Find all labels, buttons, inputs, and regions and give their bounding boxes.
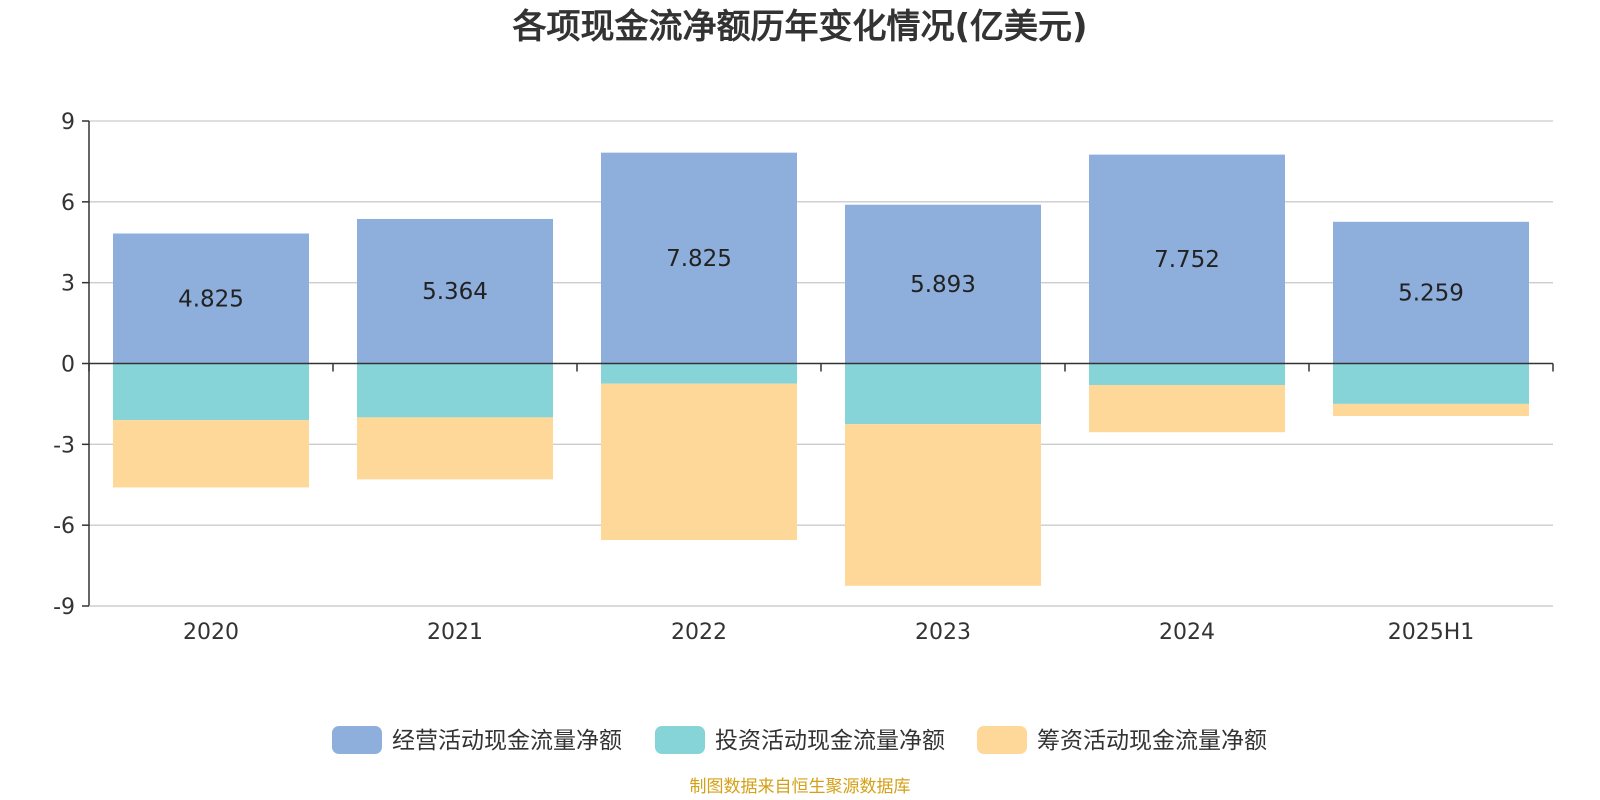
- bar-2021-series-0: [357, 218, 553, 364]
- x-tick-label: 2022: [671, 620, 727, 645]
- legend-label: 筹资活动现金流量净额: [1037, 728, 1267, 754]
- bar-2024-series-1: [1089, 363, 1285, 386]
- bar-2024-series-2: [1089, 385, 1285, 433]
- bar-value-label: 5.893: [910, 272, 976, 298]
- bar-2023-series-1: [845, 363, 1041, 425]
- bar-value-label: 7.825: [666, 246, 732, 272]
- x-tick-label: 2020: [183, 620, 239, 645]
- y-tick-label: -6: [53, 514, 75, 539]
- y-tick-label: -3: [53, 433, 75, 458]
- bar-2023-series-0: [845, 204, 1041, 364]
- x-tick-label: 2023: [915, 620, 971, 645]
- bar-value-label: 7.752: [1154, 247, 1220, 273]
- bar-labels: 4.825 5.364 7.825 5.893 7.752 5.259: [178, 246, 1464, 312]
- y-tick-label: -9: [53, 595, 75, 620]
- bar-2021-series-2: [357, 417, 553, 480]
- bar-2023-series-2: [845, 424, 1041, 586]
- x-tick-label: 2025H1: [1388, 620, 1475, 645]
- y-tick-label: 6: [61, 191, 75, 216]
- bar-2025H1-series-2: [1333, 403, 1529, 417]
- y-tick-label: 3: [61, 272, 75, 297]
- bar-2022-series-2: [601, 383, 797, 540]
- legend-swatch: [332, 726, 382, 754]
- bar-2021-series-1: [357, 363, 553, 418]
- x-tick-label: 2024: [1159, 620, 1215, 645]
- bar-2020-series-1: [113, 363, 309, 421]
- source-note: 制图数据来自恒生聚源数据库: [690, 777, 911, 797]
- y-tick-label: 0: [61, 353, 75, 378]
- x-tick-label: 2021: [427, 620, 483, 645]
- y-tick-label: 9: [61, 110, 75, 135]
- bar-value-label: 5.259: [1398, 281, 1464, 307]
- legend-swatch: [655, 726, 705, 754]
- bar-2020-series-2: [113, 420, 309, 488]
- bar-value-label: 4.825: [178, 286, 244, 312]
- bar-value-label: 5.364: [422, 279, 488, 305]
- bar-2025H1-series-0: [1333, 221, 1529, 364]
- bar-2024-series-0: [1089, 154, 1285, 364]
- legend-label: 投资活动现金流量净额: [715, 728, 945, 754]
- bar-2020-series-0: [113, 233, 309, 364]
- legend-swatch: [977, 726, 1027, 754]
- bar-2022-series-1: [601, 363, 797, 384]
- bar-2022-series-0: [601, 152, 797, 364]
- legend-label: 经营活动现金流量净额: [392, 728, 622, 754]
- legend: 经营活动现金流量净额 投资活动现金流量净额 筹资活动现金流量净额: [332, 726, 1267, 754]
- x-axis-ticks: 2020 2021 2022 2023 2024 2025H1: [183, 620, 1474, 645]
- axes: [88, 121, 1554, 607]
- bar-2025H1-series-1: [1333, 363, 1529, 404]
- chart-title: 各项现金流净额历年变化情况(亿美元): [512, 7, 1087, 47]
- bars: [113, 152, 1529, 586]
- y-axis-ticks: 9 6 3 0 -3 -6 -9: [53, 110, 89, 620]
